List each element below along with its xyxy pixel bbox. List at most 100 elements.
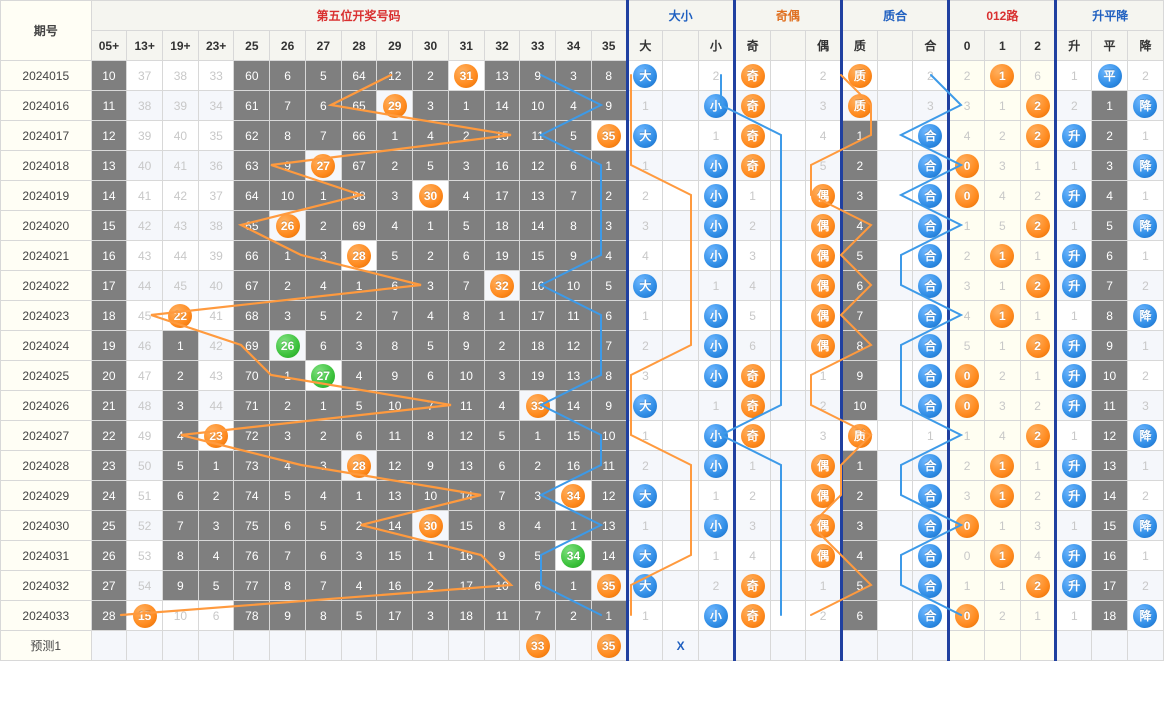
parity-cell [770,541,806,571]
main-cell: 38 [198,211,234,241]
main-cell: 15 [377,541,413,571]
main-cell: 3 [341,331,377,361]
parity-cell: 4 [734,541,770,571]
route-cell: 2 [1020,391,1056,421]
main-cell: 1 [591,151,627,181]
trend-cell: 降 [1127,601,1163,631]
size-cell [663,481,699,511]
subheader-main-4: 25 [234,31,270,61]
main-cell: 11 [448,391,484,421]
route-cell: 2 [1020,481,1056,511]
size-cell: 小 [699,451,735,481]
prime-cell: 合 [913,121,949,151]
route-cell: 2 [1020,571,1056,601]
parity-cell: 奇 [734,121,770,151]
period-cell: 2024015 [1,61,92,91]
period-cell: 2024031 [1,541,92,571]
main-cell: 69 [341,211,377,241]
parity-cell: 4 [734,271,770,301]
parity-cell: 偶 [806,181,842,211]
main-cell: 5 [377,241,413,271]
route-cell: 1 [949,211,985,241]
route-cell: 0 [949,511,985,541]
main-cell: 9 [591,91,627,121]
prime-cell: 合 [913,391,949,421]
subheader-main-6: 27 [305,31,341,61]
main-cell: 14 [591,541,627,571]
size-cell: 1 [699,391,735,421]
parity-cell [770,181,806,211]
size-cell: 2 [699,61,735,91]
main-cell: 30 [413,511,449,541]
trend-cell: 升 [1056,541,1092,571]
prime-cell: 质 [842,421,878,451]
main-cell: 13 [484,61,520,91]
main-cell: 66 [341,121,377,151]
subheader-parity-2: 偶 [806,31,842,61]
parity-cell: 奇 [734,391,770,421]
parity-cell [770,241,806,271]
main-cell: 13 [377,481,413,511]
trend-cell: 降 [1127,301,1163,331]
main-cell: 39 [127,121,163,151]
main-cell: 17 [448,571,484,601]
route-cell: 2 [1020,121,1056,151]
prime-cell: 合 [913,481,949,511]
size-cell: 小 [699,421,735,451]
main-cell: 3 [413,271,449,301]
main-cell: 3 [198,511,234,541]
main-cell: 4 [591,241,627,271]
main-cell: 68 [234,301,270,331]
main-cell [448,631,484,661]
parity-cell [770,91,806,121]
route-cell: 1 [1020,241,1056,271]
size-cell: 大 [627,271,663,301]
size-cell: 大 [627,61,663,91]
main-cell: 18 [91,301,127,331]
main-cell: 6 [163,481,199,511]
main-cell: 8 [163,541,199,571]
main-cell: 1 [198,451,234,481]
trend-cell: 3 [1127,391,1163,421]
route-cell: 0 [949,391,985,421]
main-cell: 44 [198,391,234,421]
prime-cell [877,511,913,541]
route-cell: 1 [984,61,1020,91]
route-cell: 1 [984,331,1020,361]
main-cell: 1 [270,361,306,391]
route-cell: 1 [984,481,1020,511]
subheader-prime-1 [877,31,913,61]
trend-cell: 升 [1056,361,1092,391]
main-cell: 21 [91,391,127,421]
prime-cell: 合 [913,151,949,181]
predict-x[interactable]: X [677,639,685,653]
trend-cell: 1 [1092,91,1128,121]
parity-cell: 2 [734,211,770,241]
main-cell: 2 [305,211,341,241]
main-cell: 5 [305,511,341,541]
parity-cell [770,121,806,151]
main-cell: 22 [91,421,127,451]
trend-cell: 2 [1127,61,1163,91]
main-cell: 2 [413,61,449,91]
prime-cell [877,61,913,91]
main-cell: 4 [198,541,234,571]
prime-cell: 2 [842,151,878,181]
prime-cell: 7 [842,301,878,331]
size-cell [663,151,699,181]
period-cell: 2024025 [1,361,92,391]
main-cell: 12 [520,151,556,181]
route-cell: 2 [949,451,985,481]
trend-cell: 1 [1056,61,1092,91]
size-cell [663,601,699,631]
main-cell: 9 [270,601,306,631]
main-cell: 7 [413,391,449,421]
main-cell: 28 [91,601,127,631]
size-cell [699,631,735,661]
parity-cell: 偶 [806,211,842,241]
route-cell: 2 [949,241,985,271]
main-cell: 1 [270,241,306,271]
main-cell: 62 [234,121,270,151]
parity-cell [770,451,806,481]
main-cell: 27 [91,571,127,601]
